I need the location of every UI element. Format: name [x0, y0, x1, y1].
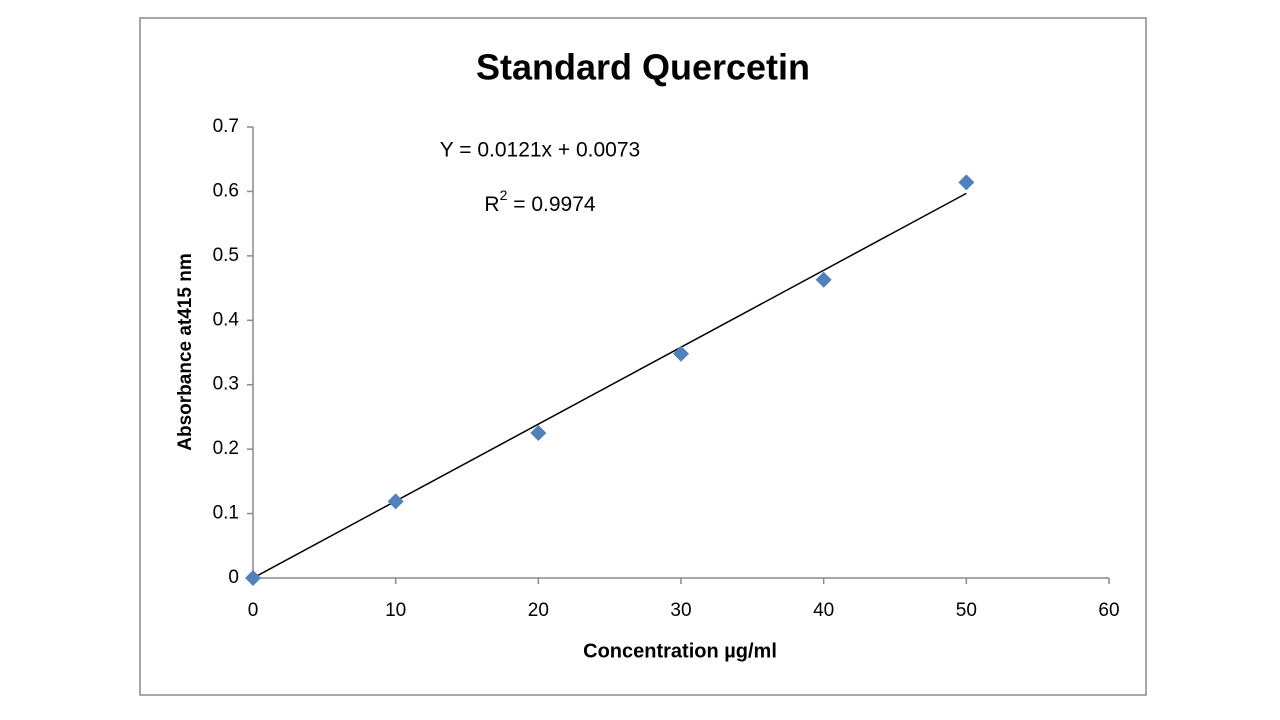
x-tick-label: 60 — [1098, 600, 1119, 621]
data-point — [673, 345, 689, 362]
y-tick-label: 0.2 — [213, 438, 239, 459]
y-tick-label: 0 — [228, 567, 239, 588]
data-point — [815, 271, 832, 288]
data-point — [245, 570, 261, 586]
data-point — [958, 174, 975, 191]
r-squared-rest: = 0.9974 — [507, 193, 595, 216]
x-tick-label: 20 — [528, 600, 549, 621]
trendline — [252, 192, 967, 579]
x-tick-label: 50 — [956, 600, 977, 621]
chart-title: Standard Quercetin — [476, 47, 810, 88]
y-tick-label: 0.6 — [213, 180, 239, 201]
data-point — [387, 493, 404, 510]
x-axis-label: Concentration µg/ml — [583, 640, 777, 662]
r-squared: R2 = 0.9974 — [484, 187, 595, 216]
y-axis-label: Absorbance at415 nm — [175, 253, 196, 450]
x-tick-label: 10 — [385, 600, 406, 621]
x-tick-label: 30 — [670, 600, 691, 621]
y-tick-label: 0.5 — [213, 245, 239, 266]
chart-frame — [139, 17, 1147, 696]
y-tick-label: 0.4 — [213, 309, 240, 330]
y-tick-label: 0.1 — [213, 503, 239, 524]
y-tick-label: 0.3 — [213, 374, 239, 395]
y-tick-label: 0.7 — [213, 116, 239, 137]
x-tick-label: 0 — [248, 600, 259, 621]
r-squared-base: R — [484, 193, 499, 216]
r-squared-sup: 2 — [500, 187, 508, 203]
x-tick-label: 40 — [813, 600, 834, 621]
data-point — [530, 425, 547, 442]
trendline-equation: Y = 0.0121x + 0.0073 — [440, 139, 640, 162]
